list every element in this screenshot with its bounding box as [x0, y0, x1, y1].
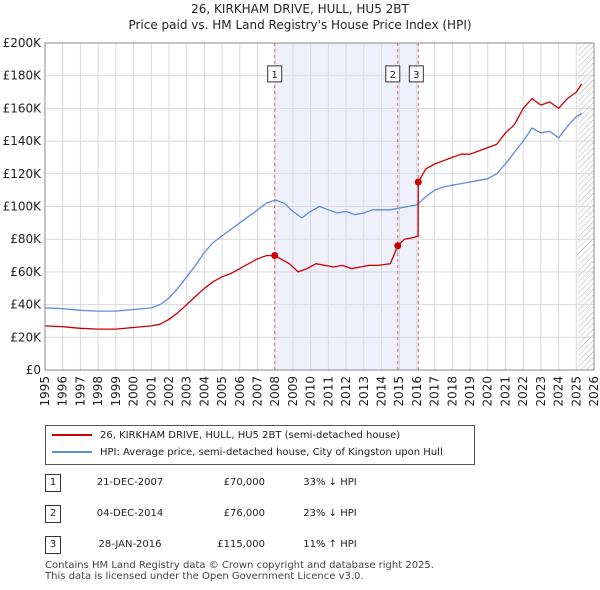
sale-label-text: 1 [272, 70, 278, 81]
legend-swatch-hpi [52, 451, 92, 453]
y-tick-label: £200K [3, 36, 43, 50]
x-tick-label: 2014 [374, 376, 388, 407]
legend-label-hpi: HPI: Average price, semi-detached house,… [100, 447, 443, 458]
x-tick-label: 2020 [481, 376, 495, 407]
x-tick-label: 2021 [498, 376, 512, 407]
sale-label-box [385, 65, 401, 83]
sale-hpi-diff: 33% ↓ HPI [303, 477, 357, 488]
x-tick-label: 2023 [534, 376, 548, 407]
x-tick-label: 1995 [38, 376, 52, 407]
plot-frame [44, 42, 595, 371]
sale-hpi-diff: 23% ↓ HPI [303, 508, 357, 519]
x-tick-label: 2016 [410, 376, 424, 407]
x-tick-label: 2001 [144, 376, 158, 407]
sale-label-box [267, 65, 283, 83]
x-tick-label: 2012 [339, 376, 353, 407]
sale-date: 04-DEC-2014 [96, 508, 164, 519]
x-tick-label: 2004 [197, 376, 211, 407]
x-tick-label: 2005 [215, 376, 229, 407]
x-tick-label: 2024 [552, 376, 566, 407]
y-tick-label: £80K [10, 232, 42, 246]
y-tick-label: £40K [10, 298, 42, 312]
sale-price: £76,000 [223, 508, 265, 519]
footer-copyright: Contains HM Land Registry data © Crown c… [45, 560, 434, 571]
price-chart: £0 £20K £40K £60K £80K £100K £120K £140K £160K £1… [3, 36, 600, 407]
x-tick-label: 2003 [180, 376, 194, 407]
legend-item-property: 26, KIRKHAM DRIVE, HULL, HU5 2BT (semi-d… [52, 428, 400, 444]
sale-label-text: 3 [413, 70, 419, 81]
sale-point [414, 178, 422, 186]
legend-label-property: 26, KIRKHAM DRIVE, HULL, HU5 2BT (semi-d… [100, 430, 401, 441]
y-tick-label: £100K [3, 200, 43, 214]
sale-label-text: 2 [390, 70, 396, 81]
footer-license: This data is licensed under the Open Gov… [45, 571, 364, 582]
sale-date: 28-JAN-2016 [98, 539, 162, 550]
x-tick-label: 1996 [56, 376, 70, 407]
x-tick-label: 2025 [569, 376, 583, 407]
legend: 26, KIRKHAM DRIVE, HULL, HU5 2BT (semi-d… [45, 425, 475, 465]
x-tick-label: 2015 [392, 376, 406, 407]
x-tick-label: 2009 [286, 376, 300, 407]
sale-price: £70,000 [223, 477, 265, 488]
y-tick-label: £160K [3, 101, 43, 115]
x-tick-label: 2022 [516, 376, 530, 407]
y-tick-label: £180K [3, 69, 43, 83]
x-tick-label: 1998 [91, 376, 105, 407]
x-tick-label: 2006 [233, 376, 247, 407]
sale-date: 21-DEC-2007 [96, 477, 164, 488]
y-tick-label: £60K [10, 265, 42, 279]
sale-hpi-diff: 11% ↑ HPI [303, 539, 357, 550]
x-tick-label: 2007 [251, 376, 265, 407]
y-tick-label: £0 [26, 363, 41, 377]
property-series-line [44, 83, 583, 330]
sale-number-badge: 2 [45, 505, 61, 523]
legend-swatch-property [52, 434, 92, 436]
legend-item-hpi: HPI: Average price, semi-detached house,… [52, 445, 443, 461]
chart-subtitle: Price paid vs. HM Land Registry's House … [128, 18, 472, 32]
y-tick-label: £20K [10, 330, 42, 344]
sale-number-badge: 1 [45, 474, 61, 492]
x-tick-label: 2010 [304, 376, 318, 407]
x-tick-label: 2017 [428, 376, 442, 407]
y-tick-label: £140K [3, 134, 43, 148]
sale-number-badge: 3 [45, 536, 61, 554]
x-tick-label: 1999 [109, 376, 123, 407]
x-tick-label: 2026 [587, 376, 600, 407]
x-tick-label: 2018 [445, 376, 459, 407]
hpi-series-line [44, 112, 582, 312]
sale-point [271, 252, 279, 260]
x-tick-label: 2013 [357, 376, 371, 407]
x-tick-label: 1997 [73, 376, 87, 407]
sale-label-box [408, 65, 424, 83]
x-tick-label: 2002 [162, 376, 176, 407]
x-tick-label: 2008 [268, 376, 282, 407]
x-tick-label: 2000 [127, 376, 141, 407]
x-tick-label: 2019 [463, 376, 477, 407]
chart-title: 26, KIRKHAM DRIVE, HULL, HU5 2BT [191, 2, 409, 16]
sale-point [394, 242, 402, 250]
y-tick-label: £120K [3, 167, 43, 181]
sale-price: £115,000 [217, 539, 265, 550]
x-tick-label: 2011 [321, 376, 335, 407]
